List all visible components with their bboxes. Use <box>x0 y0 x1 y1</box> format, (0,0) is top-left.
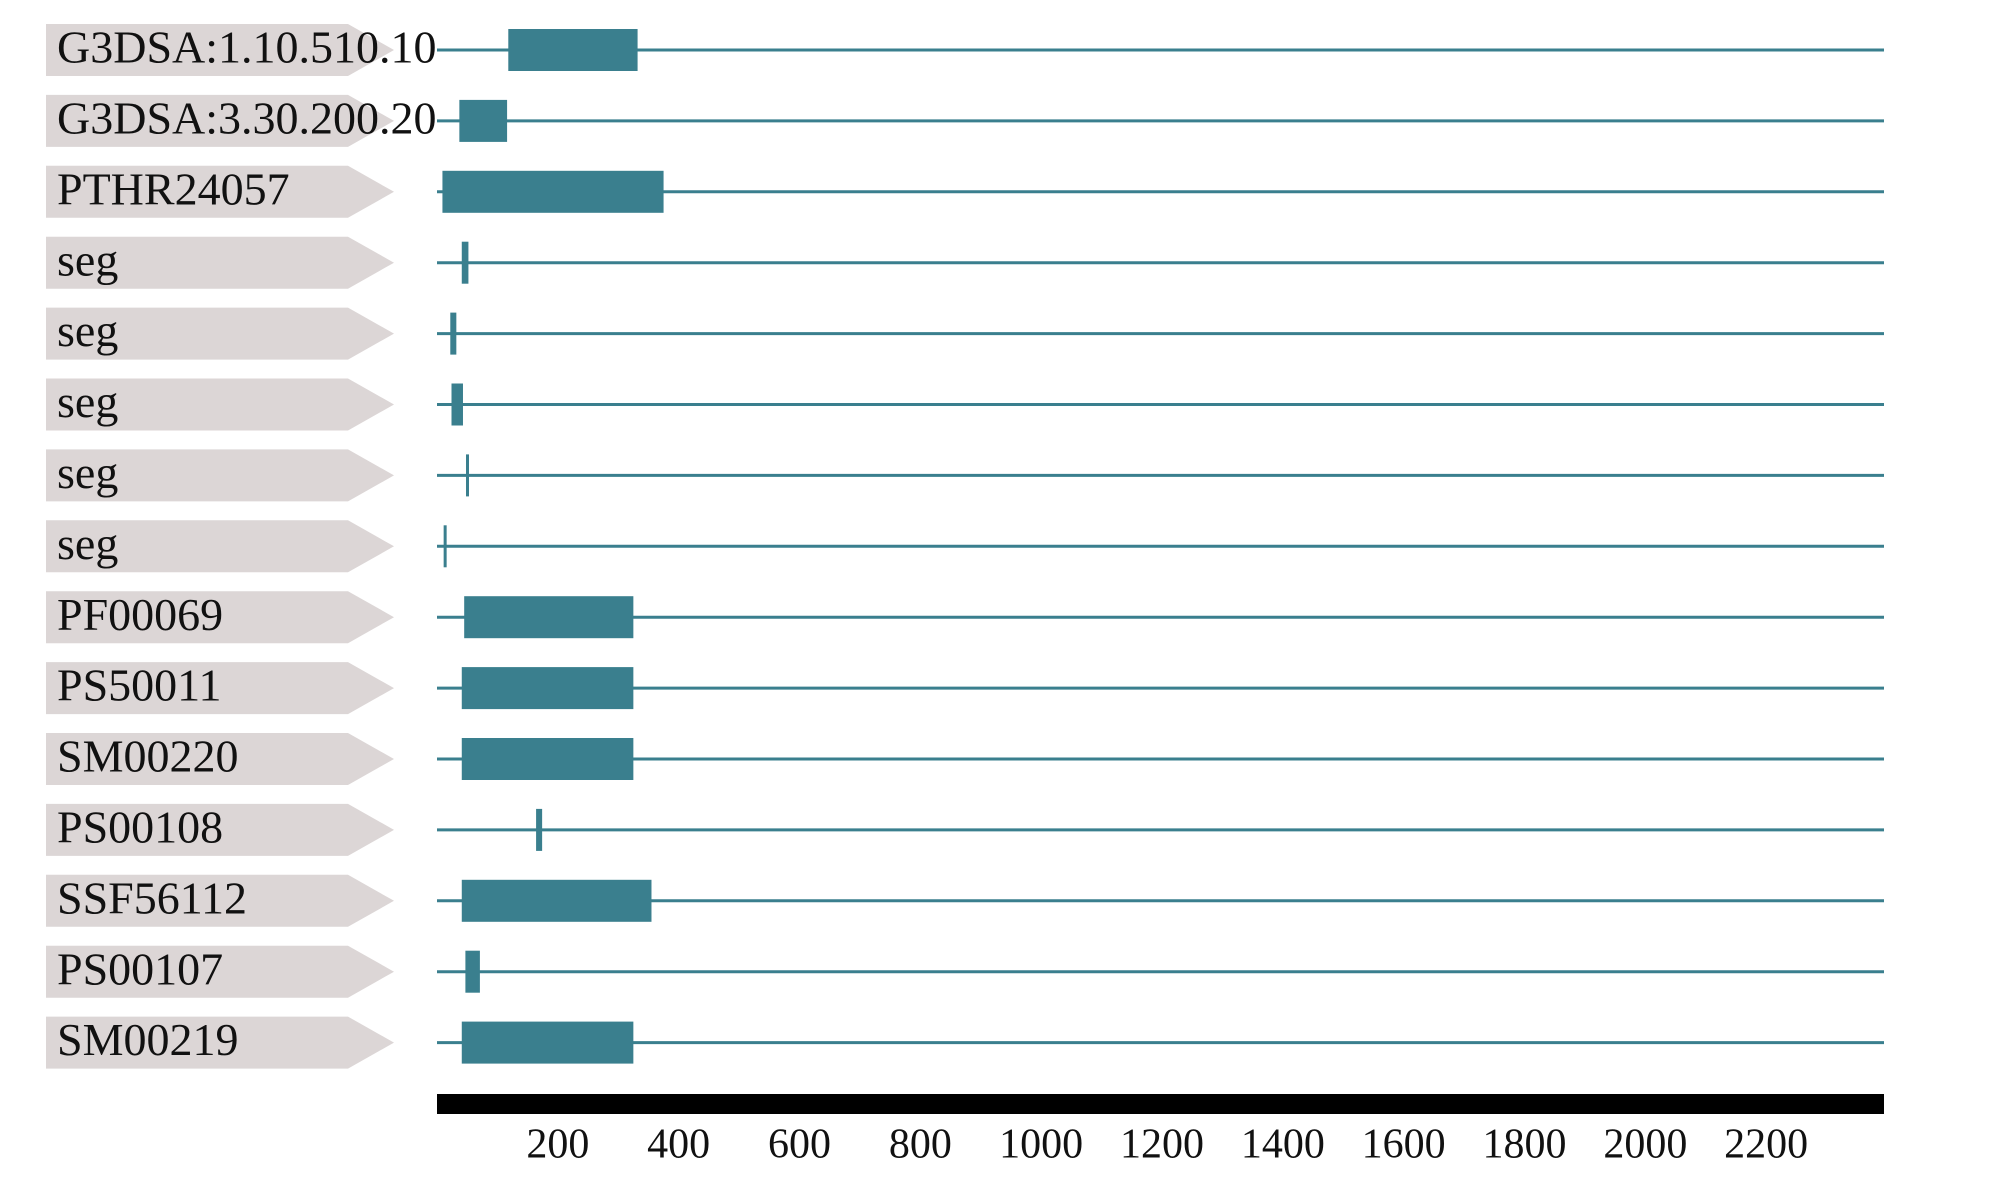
track-label: PS00107 <box>57 943 223 994</box>
x-tick-label: 2000 <box>1603 1122 1687 1168</box>
track-label-box <box>46 803 394 856</box>
track-label-box <box>46 874 394 927</box>
domain <box>508 29 638 71</box>
x-tick-label: 2200 <box>1724 1122 1808 1168</box>
track-label-box <box>46 945 394 998</box>
domain <box>461 1021 634 1064</box>
track-label: SM00219 <box>57 1014 238 1065</box>
track-label-box <box>46 24 394 76</box>
domain <box>536 808 543 851</box>
track-label: PF00069 <box>57 589 223 640</box>
track-label: seg <box>57 447 118 498</box>
track-label-box <box>46 1016 394 1069</box>
track-label: PS50011 <box>57 660 221 711</box>
x-tick-label: 800 <box>889 1122 952 1168</box>
domain <box>461 879 652 922</box>
track-label-box <box>46 94 394 147</box>
track-label-box <box>46 520 394 573</box>
track-label: G3DSA:3.30.200.20 <box>57 92 437 143</box>
track-label: SM00220 <box>57 731 238 782</box>
track-label: seg <box>57 518 118 569</box>
track-label: seg <box>57 305 118 356</box>
domain <box>443 525 447 568</box>
domain <box>461 241 469 284</box>
domain <box>459 99 508 142</box>
domain <box>461 667 634 710</box>
x-tick-label: 1000 <box>999 1122 1083 1168</box>
x-tick-label: 1400 <box>1241 1122 1325 1168</box>
track-label: PTHR24057 <box>57 163 290 214</box>
domain <box>464 596 634 639</box>
track-label-box <box>46 449 394 502</box>
axis-bar <box>437 1094 1884 1114</box>
track-label-box <box>46 591 394 644</box>
x-tick-label: 600 <box>768 1122 831 1168</box>
track-label-box <box>46 378 394 431</box>
track-label-box <box>46 733 394 785</box>
domain <box>465 950 480 993</box>
track-label-box <box>46 165 394 218</box>
track-label: seg <box>57 376 118 427</box>
x-tick-label: 200 <box>526 1122 589 1168</box>
domain <box>461 738 634 780</box>
track-label: PS00108 <box>57 801 223 852</box>
domain <box>466 454 470 497</box>
track-label-box <box>46 236 394 289</box>
domain <box>451 383 463 426</box>
x-tick-label: 1800 <box>1483 1122 1567 1168</box>
track-label-box <box>46 662 394 715</box>
domain <box>450 312 457 355</box>
x-tick-label: 1200 <box>1120 1122 1204 1168</box>
track-label: G3DSA:1.10.510.10 <box>57 22 437 73</box>
track-label: seg <box>57 234 118 285</box>
x-tick-label: 1600 <box>1362 1122 1446 1168</box>
track-label-box <box>46 307 394 360</box>
domain <box>442 170 664 213</box>
track-label: SSF56112 <box>57 872 247 923</box>
x-tick-label: 400 <box>647 1122 710 1168</box>
